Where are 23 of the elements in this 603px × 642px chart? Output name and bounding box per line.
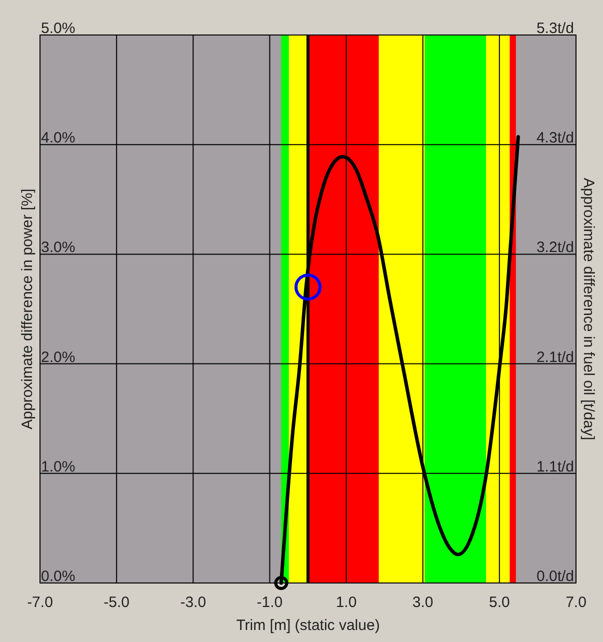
y2-tick-label: 1.1t/d xyxy=(536,458,574,476)
y-tick-label: 0.0% xyxy=(41,568,76,585)
y2-axis-title: Approximate difference in fuel oil [t/day] xyxy=(580,178,597,440)
y2-tick-label: 5.3t/d xyxy=(536,20,574,37)
x-tick-label: 3.0 xyxy=(412,594,434,611)
x-tick-label: -3.0 xyxy=(180,594,206,611)
y-tick-label: 5.0% xyxy=(41,20,76,37)
y2-tick-label: 3.2t/d xyxy=(536,239,574,256)
y2-tick-label: 2.1t/d xyxy=(536,348,574,366)
y2-tick-label: 4.3t/d xyxy=(536,130,574,147)
x-tick-label: -1.0 xyxy=(256,594,283,611)
x-tick-label: 5.0 xyxy=(489,594,510,611)
x-tick-label: 1.0 xyxy=(336,594,357,611)
x-tick-label: -7.0 xyxy=(27,594,53,611)
x-tick-label: -5.0 xyxy=(104,594,130,611)
y-tick-label: 4.0% xyxy=(41,130,76,147)
x-tick-label: 7.0 xyxy=(566,594,586,611)
y-axis-title: Approximate difference in power [%] xyxy=(19,188,36,430)
y2-tick-label: 0.0t/d xyxy=(536,568,574,585)
x-axis-title: Trim [m] (static value) xyxy=(236,617,380,634)
y-tick-label: 2.0% xyxy=(41,348,76,366)
y-tick-label: 1.0% xyxy=(41,458,76,476)
y-tick-label: 3.0% xyxy=(41,239,76,256)
